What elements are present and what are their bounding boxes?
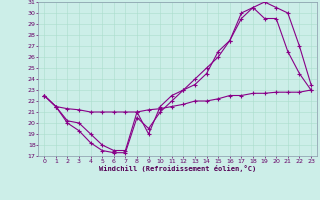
X-axis label: Windchill (Refroidissement éolien,°C): Windchill (Refroidissement éolien,°C) — [99, 165, 256, 172]
